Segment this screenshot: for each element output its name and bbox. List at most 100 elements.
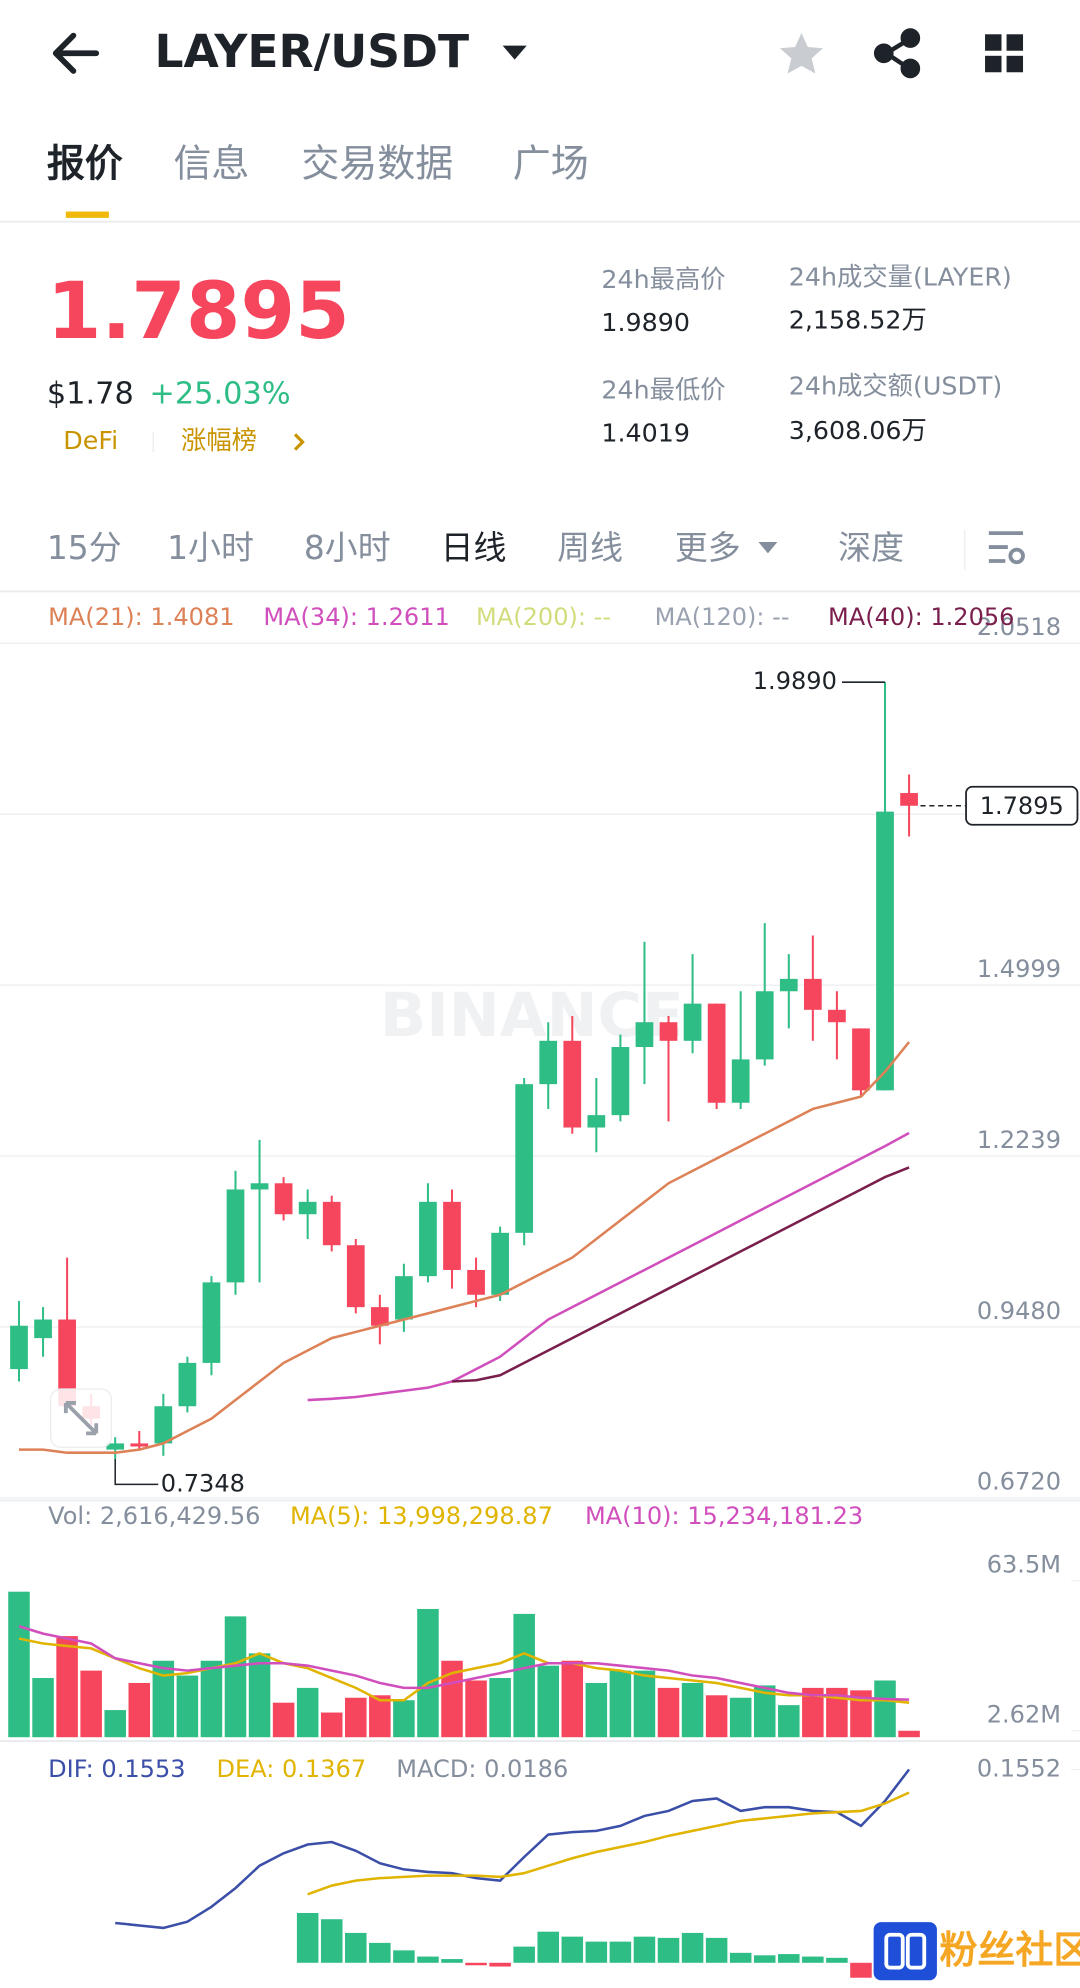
macd-bar [778,1954,800,1963]
macd-bar [729,1952,752,1963]
stat-label: 24h成交额(USDT) [789,371,1003,401]
macd-legend: DEA: 0.1367 [217,1755,367,1783]
ma-legend: MA(120): -- [655,603,790,631]
last-price-box [965,785,1079,826]
back-button[interactable] [52,32,100,74]
tag-chevron [293,433,305,451]
volume-bar [104,1710,126,1738]
ma-line [451,1166,910,1383]
interval[interactable]: 日线 [441,528,507,567]
interval[interactable]: 周线 [557,528,623,567]
volume-bar [176,1675,199,1738]
volume-bar [441,1660,463,1738]
macd-bar [753,1955,776,1963]
last-price: 1.7895 [47,265,350,357]
volume-bar [56,1636,78,1738]
volume-ma-legend: MA(10): 15,234,181.23 [585,1502,863,1530]
more-dropdown[interactable] [758,541,778,554]
ma-legend: MA(200): -- [476,603,611,631]
volume-bar [200,1660,223,1738]
macd-bar [537,1931,559,1963]
pair-title[interactable]: LAYER/USDT [154,25,469,78]
macd-bar [393,1950,415,1963]
volume-bar [513,1613,535,1738]
volume-bar [850,1690,872,1738]
candle-body [731,1059,750,1103]
volume-bar [585,1682,608,1738]
chart-settings[interactable] [988,531,1025,565]
stat-value: 2,158.52万 [789,305,927,335]
volume-bar [729,1697,752,1738]
macd-bar [633,1936,656,1963]
low-pointer [114,1459,159,1486]
interval[interactable]: 深度 [838,528,904,567]
watermark: BINANCE [380,981,684,1051]
volume-bar [345,1697,367,1738]
macd-bar [465,1962,487,1966]
volume-legend: Vol: 2,616,429.56 [48,1502,260,1530]
ma-line [18,1637,910,1704]
candle-body [515,1084,534,1233]
share-button[interactable] [873,28,921,79]
stat-label: 24h最低价 [601,374,725,404]
pair-dropdown[interactable] [502,45,527,60]
macd-bar [561,1936,584,1963]
layout-button[interactable] [985,34,1024,73]
tag[interactable]: DeFi [63,425,118,455]
candle-body [322,1201,341,1246]
favorite-star[interactable] [779,33,823,74]
tab-indicator [65,211,109,218]
candle-body [828,1009,846,1023]
ma-legend: MA(34): 1.2611 [263,603,449,631]
tab[interactable]: 广场 [513,141,589,185]
macd-bar [345,1932,367,1963]
y-tick-label: 63.5M [987,1550,1061,1578]
macd-bar [802,1956,824,1963]
ma-legend: MA(40): 1.2056 [828,603,1014,631]
candle-body [755,991,774,1060]
macd-bar [296,1913,319,1963]
y-tick-label: 2.0518 [977,613,1061,641]
stat-label: 24h最高价 [601,264,725,294]
candle-body [803,978,822,1010]
expand-button[interactable] [50,1388,113,1448]
volume-bar [248,1653,271,1738]
community-badge[interactable]: 粉丝社区 [873,1922,1080,1981]
low-label: 0.7348 [161,1469,245,1497]
interval[interactable]: 1小时 [167,528,254,567]
candle-body [298,1201,317,1215]
candle-body [443,1201,461,1270]
candle-body [202,1282,221,1363]
candle-body [467,1269,485,1295]
candle-body [178,1362,197,1407]
candle-body [876,811,894,1091]
tab[interactable]: 报价 [47,141,123,185]
volume-bar [320,1712,343,1738]
usd-price: $1.78 [47,377,134,412]
tab[interactable]: 交易数据 [301,141,453,185]
stat-value: 1.9890 [601,307,690,337]
interval[interactable]: 8小时 [304,528,391,567]
ma-line [115,1768,911,1930]
tab[interactable]: 信息 [173,141,249,185]
y-tick-label: 1.4999 [977,955,1061,983]
candle-body [106,1443,125,1450]
macd-legend: DIF: 0.1553 [48,1755,185,1783]
macd-bar [585,1941,608,1963]
candle-body [659,1022,678,1041]
candle-body [587,1115,606,1128]
tag[interactable]: 涨幅榜 [181,425,257,455]
ma-line [18,1041,911,1454]
interval[interactable]: 更多 [675,528,741,567]
candle-body [563,1040,582,1128]
volume-bar [369,1695,391,1738]
interval[interactable]: 15分 [47,528,122,567]
volume-bar [80,1670,102,1738]
candle-body [10,1325,28,1370]
macd-bar [417,1956,439,1963]
macd-bar [850,1962,872,1978]
candle-body [154,1406,173,1444]
badge-text: 粉丝社区 [939,1928,1080,1972]
volume-bar [224,1616,247,1738]
